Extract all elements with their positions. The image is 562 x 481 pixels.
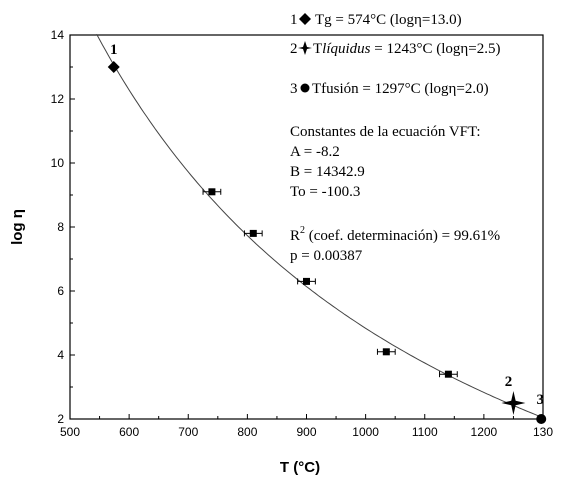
point-tg-diamond bbox=[107, 61, 120, 73]
legend3-text: Tfusión = 1297°C (logη=2.0) bbox=[312, 81, 489, 97]
legend2-text: Tlíquidus = 1243°C (logη=2.5) bbox=[313, 41, 500, 57]
annotation-block: 1 Tg = 574°C (logη=13.0) 2 Tlíquidus = 1… bbox=[290, 12, 500, 264]
legend2-suffix: = 1243°C (logη=2.5) bbox=[371, 41, 501, 57]
fit-curve-layer bbox=[96, 33, 544, 419]
x-axis-label: T (°C) bbox=[280, 459, 320, 476]
vft-a: A = -8.2 bbox=[290, 144, 340, 160]
vft-b: B = 14342.9 bbox=[290, 164, 365, 180]
point-fusion-label: 3 bbox=[536, 392, 544, 408]
point-liquidus-label: 2 bbox=[505, 374, 513, 390]
data-point bbox=[444, 370, 452, 378]
x-tick-label: 1100 bbox=[412, 425, 438, 439]
legend2-number: 2 bbox=[290, 41, 298, 57]
data-point bbox=[382, 348, 390, 356]
data-point bbox=[303, 277, 310, 285]
vft-title: Constantes de la ecuación VFT: bbox=[290, 124, 481, 140]
y-tick-label: 8 bbox=[57, 220, 64, 234]
legend1-diamond-icon bbox=[299, 13, 311, 25]
y-axis-label: log η bbox=[9, 209, 26, 245]
x-tick-label: 500 bbox=[60, 425, 80, 439]
r2-text: R2 (coef. determinación) = 99.61% bbox=[290, 225, 500, 244]
data-point bbox=[208, 188, 216, 196]
y-tick-label: 10 bbox=[51, 156, 65, 170]
legend3-circle-icon bbox=[300, 83, 310, 93]
point-fusion-circle bbox=[536, 414, 547, 424]
y-tick-label: 12 bbox=[51, 92, 65, 106]
legend1-text: Tg = 574°C (logη=13.0) bbox=[315, 12, 462, 28]
x-tick-label: 130 bbox=[533, 425, 553, 439]
legend2-star-icon bbox=[298, 41, 312, 55]
x-tick-label: 900 bbox=[296, 425, 316, 439]
x-tick-label: 1200 bbox=[471, 425, 498, 439]
data-point bbox=[249, 229, 257, 237]
point-tg-label: 1 bbox=[110, 42, 118, 58]
data-points-layer: 1 2 3 bbox=[107, 42, 547, 424]
legend1-number: 1 bbox=[290, 12, 298, 28]
r2-r: R bbox=[290, 228, 300, 244]
y-tick-label: 14 bbox=[51, 28, 65, 42]
legend3-number: 3 bbox=[290, 81, 298, 97]
legend2-prefix: T bbox=[313, 41, 322, 57]
x-tick-label: 700 bbox=[178, 425, 198, 439]
x-tick-label: 800 bbox=[237, 425, 257, 439]
vft-to: To = -100.3 bbox=[290, 184, 360, 200]
point-liquidus-star bbox=[501, 391, 526, 415]
r2-superscript: 2 bbox=[300, 225, 305, 236]
p-value: p = 0.00387 bbox=[290, 248, 363, 264]
vft-fit-curve bbox=[96, 33, 544, 419]
y-tick-label: 6 bbox=[57, 284, 64, 298]
y-tick-label: 4 bbox=[57, 348, 64, 362]
x-tick-label: 600 bbox=[119, 425, 139, 439]
legend2-italic: líquidus bbox=[322, 41, 371, 57]
x-tick-label: 1000 bbox=[352, 425, 379, 439]
y-tick-label: 2 bbox=[57, 412, 64, 426]
r2-rest: (coef. determinación) = 99.61% bbox=[305, 228, 500, 244]
